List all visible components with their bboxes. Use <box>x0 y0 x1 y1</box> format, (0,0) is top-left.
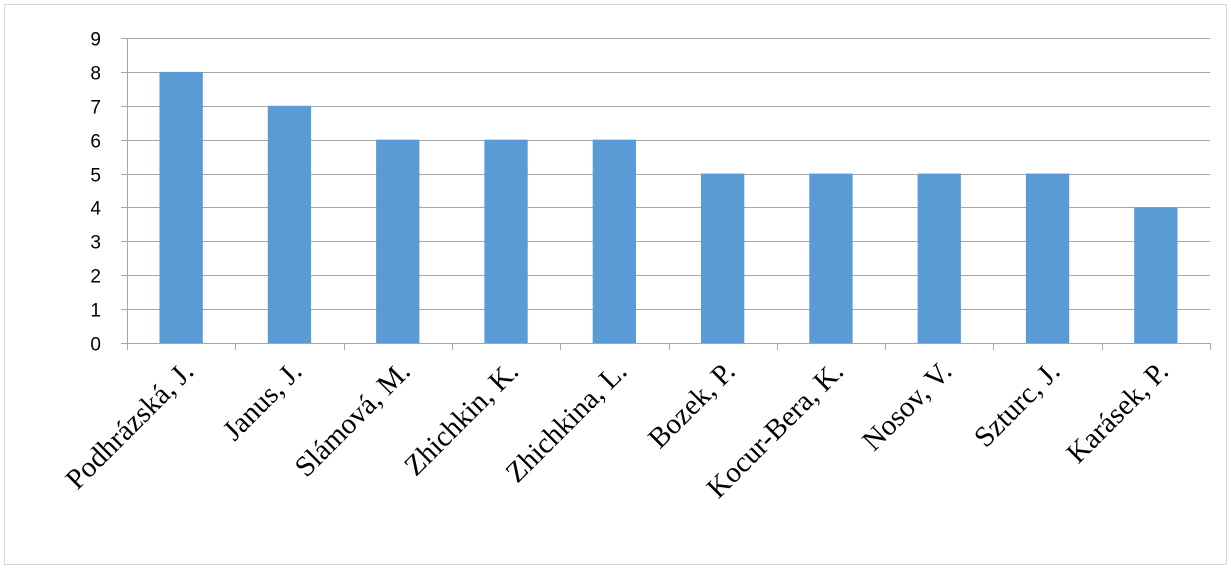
x-tick-label: Nosov, V. <box>856 355 958 457</box>
x-tick-label: Slámová, M. <box>289 355 417 483</box>
bar <box>809 173 853 343</box>
y-tick-label: 5 <box>90 166 101 187</box>
y-tick-label: 8 <box>90 64 101 85</box>
y-tick-label: 0 <box>90 335 101 356</box>
x-tick-label: Podhrázská, J. <box>60 355 201 496</box>
y-tick-label: 9 <box>90 30 101 51</box>
bar <box>159 71 203 343</box>
y-tick-label: 1 <box>90 301 101 322</box>
bar <box>917 173 961 343</box>
bars <box>159 71 1178 344</box>
x-tick-label: Bozek, P. <box>642 355 742 455</box>
bar <box>700 173 745 343</box>
y-tick-label: 3 <box>90 233 101 254</box>
bar <box>1134 207 1178 343</box>
bar <box>376 139 420 343</box>
bar <box>592 139 637 343</box>
x-tick-label: Karásek, P. <box>1060 355 1174 469</box>
y-tick-label: 4 <box>90 199 101 220</box>
x-tick-label: Szturc, J. <box>968 355 1066 453</box>
y-axis-tick-labels: 0 1 2 3 4 5 6 7 8 9 <box>90 30 101 356</box>
bar <box>484 139 528 343</box>
bar <box>267 105 312 344</box>
x-tick-label: Janus, J. <box>217 355 309 447</box>
x-axis-tick-labels: Podhrázská, J. Janus, J.Slámová, M.Zhichk… <box>60 355 1175 504</box>
y-tick-label: 6 <box>90 132 101 153</box>
y-tick-label: 2 <box>90 267 101 288</box>
bar <box>1025 173 1070 343</box>
y-tick-label: 7 <box>90 98 101 119</box>
axes <box>121 38 1211 350</box>
